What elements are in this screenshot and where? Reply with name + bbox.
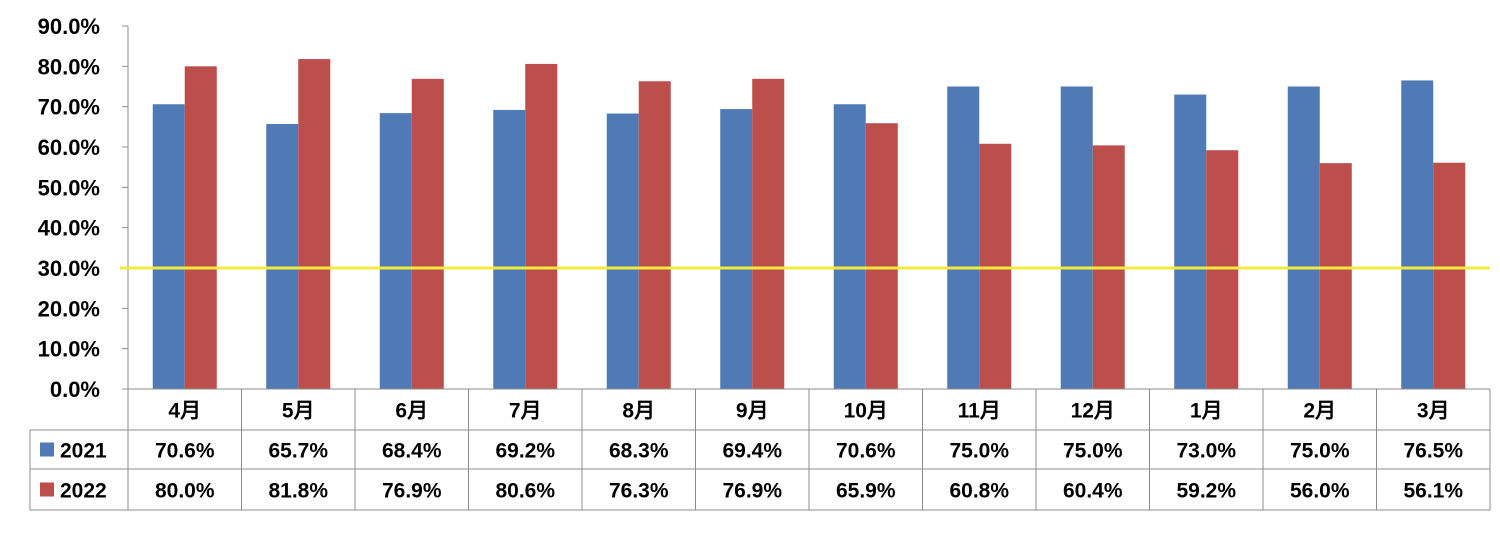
data-label-2022: 56.1%	[1403, 480, 1463, 503]
category-label: 6月	[395, 400, 428, 423]
data-label-2021: 75.0%	[949, 440, 1009, 463]
legend-label-2022: 2022	[60, 480, 107, 503]
y-tick-label: 10.0%	[38, 337, 100, 362]
data-label-2021: 69.2%	[495, 440, 555, 463]
y-tick-label: 0.0%	[50, 377, 100, 402]
bar-2022-4	[638, 81, 671, 390]
bar-2021-5	[720, 109, 753, 389]
legend-key-2021	[40, 442, 54, 457]
category-label: 4月	[168, 400, 201, 423]
category-label: 5月	[282, 400, 315, 423]
category-label: 1月	[1190, 400, 1223, 423]
data-label-2022: 76.9%	[722, 480, 782, 503]
data-label-2022: 59.2%	[1176, 480, 1236, 503]
y-tick-label: 30.0%	[38, 256, 100, 281]
category-label: 3月	[1417, 400, 1450, 423]
y-tick-label: 70.0%	[38, 95, 100, 120]
category-label: 7月	[509, 400, 542, 423]
bar-2021-8	[1060, 86, 1093, 389]
data-label-2021: 76.5%	[1403, 440, 1463, 463]
data-label-2022: 81.8%	[268, 480, 328, 503]
bar-2022-0	[184, 66, 217, 389]
data-label-2022: 56.0%	[1290, 480, 1350, 503]
bar-2022-1	[298, 59, 331, 389]
data-label-2021: 73.0%	[1176, 440, 1236, 463]
bar-2022-7	[979, 143, 1012, 389]
data-label-2021: 68.4%	[382, 440, 442, 463]
bar-2022-3	[525, 63, 558, 390]
category-label: 11月	[958, 400, 1001, 423]
data-label-2022: 76.3%	[609, 480, 669, 503]
data-label-2022: 65.9%	[836, 480, 896, 503]
bar-2021-6	[833, 104, 866, 389]
category-label: 8月	[622, 400, 655, 423]
data-label-2022: 60.8%	[949, 480, 1009, 503]
y-tick-label: 90.0%	[38, 14, 100, 39]
bar-2021-0	[152, 104, 185, 389]
bar-2022-2	[411, 78, 444, 389]
bar-2021-1	[266, 124, 299, 389]
legend-key-2022	[40, 482, 54, 497]
data-label-2022: 76.9%	[382, 480, 442, 503]
bar-2022-6	[865, 123, 898, 389]
data-table: 4月 5月 6月 7月 8月 9月 10月 11月 12月 1月 2月 3月 2021 70.6% 65.7…	[29, 388, 1491, 511]
data-label-2021: 69.4%	[722, 440, 782, 463]
data-label-2021: 75.0%	[1063, 440, 1123, 463]
legend-label-2021: 2021	[60, 440, 107, 463]
data-label-2021: 70.6%	[155, 440, 215, 463]
category-label: 9月	[736, 400, 769, 423]
bar-2021-11	[1401, 80, 1434, 389]
data-label-2021: 65.7%	[268, 440, 328, 463]
data-label-2022: 80.0%	[155, 480, 215, 503]
bar-2022-10	[1319, 163, 1352, 389]
bar-2022-11	[1433, 162, 1466, 389]
y-tick-label: 50.0%	[38, 175, 100, 200]
bar-2022-9	[1206, 150, 1239, 389]
bar-2021-4	[606, 113, 639, 390]
bar-2021-9	[1174, 94, 1207, 390]
bars	[152, 59, 1466, 390]
category-label: 12月	[1071, 400, 1115, 423]
data-label-2022: 60.4%	[1063, 480, 1123, 503]
y-axis: 0.0% 10.0% 20.0% 30.0% 40.0% 50.0% 60.0% 70.0% 8…	[38, 14, 129, 402]
data-label-2021: 70.6%	[836, 440, 896, 463]
bar-2021-3	[493, 109, 526, 389]
bar-2021-2	[379, 113, 412, 390]
y-tick-label: 20.0%	[38, 296, 100, 321]
y-tick-label: 80.0%	[38, 54, 100, 79]
data-label-2022: 80.6%	[495, 480, 555, 503]
y-tick-label: 60.0%	[38, 135, 100, 160]
y-tick-label: 40.0%	[38, 216, 100, 241]
data-label-2021: 68.3%	[609, 440, 669, 463]
bar-2021-10	[1287, 86, 1320, 389]
bar-2021-7	[947, 86, 980, 389]
data-label-2021: 75.0%	[1290, 440, 1350, 463]
category-label: 10月	[844, 400, 888, 423]
category-label: 2月	[1303, 400, 1336, 423]
bar-2022-5	[752, 78, 785, 389]
